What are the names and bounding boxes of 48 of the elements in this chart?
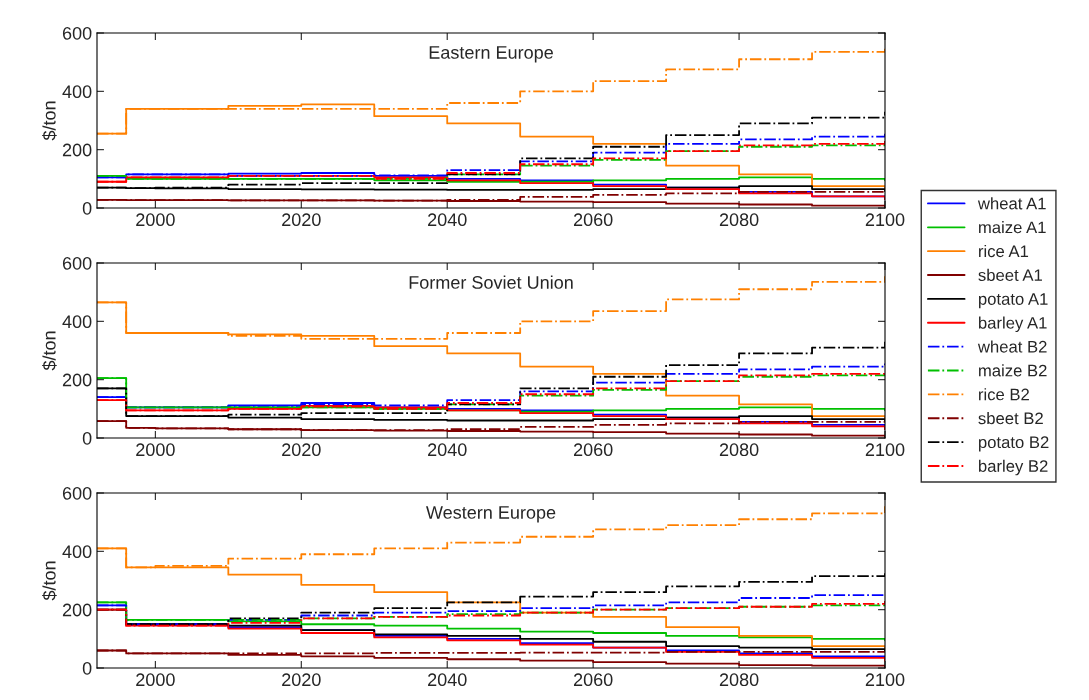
text: Western Europe	[426, 506, 556, 523]
x-tick-label: 2100	[865, 443, 905, 457]
x-tick-label: 2000	[136, 673, 175, 687]
y-tick-label: 0	[82, 431, 92, 445]
x-tick-label: 2060	[573, 673, 613, 687]
y-tick-label: 0	[82, 201, 92, 215]
y-tick-label: 200	[62, 143, 92, 157]
legend-label: sbeet B2	[978, 411, 1043, 425]
legend-label: rice A1	[979, 244, 1029, 258]
y-tick-label: 400	[62, 545, 92, 559]
y-tick-label: 0	[82, 661, 92, 675]
x-tick-label: 2020	[282, 673, 321, 687]
x-tick-label: 2020	[282, 213, 321, 227]
y-tick-label: 200	[62, 603, 92, 617]
x-tick-label: 2060	[573, 443, 613, 457]
y-tick-label: 600	[62, 26, 92, 40]
x-tick-label: 2060	[573, 213, 613, 227]
legend-label: maize B2	[979, 364, 1047, 377]
x-tick-label: 2040	[428, 443, 467, 457]
legend-label: potato B2	[978, 436, 1049, 452]
y-axis-title: $/ton	[42, 101, 57, 141]
x-tick-label: 2000	[136, 213, 175, 227]
y-axis-title: $/ton	[42, 331, 57, 371]
text: Former Soviet Union	[409, 275, 573, 289]
legend-label: barley A1	[978, 316, 1047, 333]
y-tick-label: 600	[62, 256, 92, 270]
x-tick-label: 2040	[428, 213, 467, 227]
y-tick-label: 400	[62, 315, 92, 329]
x-tick-label: 2020	[282, 443, 321, 457]
legend-label: wheat B2	[977, 340, 1047, 353]
x-tick-label: 2100	[865, 673, 905, 687]
y-axis-title: $/ton	[42, 561, 57, 601]
y-tick-label: 400	[62, 85, 92, 99]
x-tick-label: 2080	[719, 673, 759, 687]
text: Eastern Europe	[429, 46, 553, 63]
x-tick-label: 2100	[865, 213, 905, 227]
x-tick-label: 2080	[719, 443, 759, 457]
legend-label: rice B2	[979, 388, 1029, 401]
x-tick-label: 2000	[136, 443, 175, 457]
y-tick-label: 600	[62, 486, 92, 500]
legend-label: barley B2	[978, 459, 1048, 476]
x-tick-label: 2080	[719, 213, 759, 227]
legend-label: sbeet A1	[978, 268, 1042, 282]
y-tick-label: 200	[62, 373, 92, 387]
legend-label: wheat A1	[977, 197, 1046, 210]
x-tick-label: 2040	[428, 673, 467, 687]
legend-label: potato A1	[978, 293, 1048, 309]
legend-label: maize A1	[979, 221, 1046, 234]
